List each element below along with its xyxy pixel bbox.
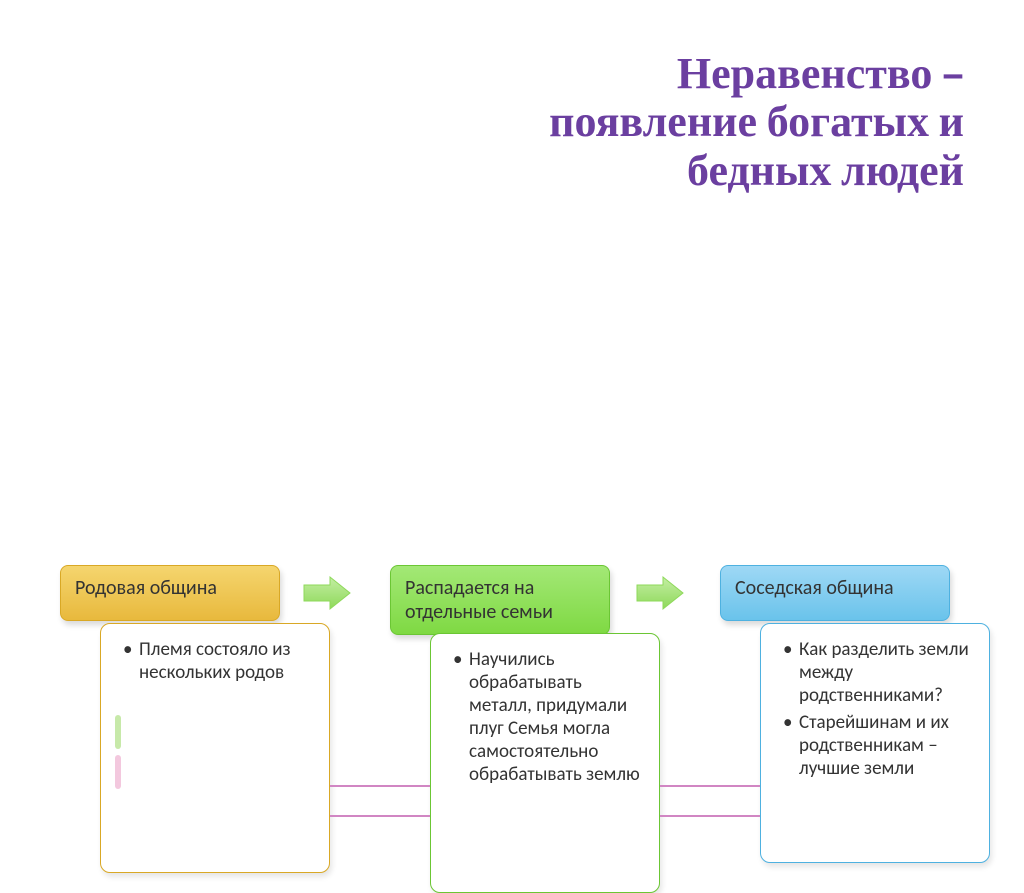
detail-item-2-1: Научились обрабатывать металл, придумали… bbox=[453, 648, 641, 786]
connector-3 bbox=[660, 785, 760, 787]
detail-box-1: Племя состояло из нескольких родов bbox=[100, 623, 330, 873]
detail-item-3-1: Как разделить земли между родственниками… bbox=[783, 638, 971, 707]
detail-list-1: Племя состояло из нескольких родов bbox=[123, 638, 311, 684]
slide-title: Неравенство – появление богатых и бедных… bbox=[0, 0, 1024, 195]
connector-1 bbox=[330, 785, 430, 787]
stage-box-2: Распадается на отдельные семьи bbox=[390, 565, 610, 635]
detail-list-3: Как разделить земли между родственниками… bbox=[783, 638, 971, 780]
detail-list-2: Научились обрабатывать металл, придумали… bbox=[453, 648, 641, 786]
stage-label-1: Родовая община bbox=[75, 576, 217, 600]
arrow-1 bbox=[302, 573, 352, 613]
decor-1 bbox=[115, 715, 121, 749]
stage-label-3: Соседская община bbox=[735, 576, 894, 600]
title-line-1: Неравенство – bbox=[0, 50, 964, 98]
detail-box-2: Научились обрабатывать металл, придумали… bbox=[430, 633, 660, 893]
stage-label-2b: отдельные семьи bbox=[405, 600, 553, 624]
connector-4 bbox=[660, 815, 760, 817]
stage-box-1: Родовая община bbox=[60, 565, 280, 621]
decor-2 bbox=[115, 755, 121, 789]
detail-box-3: Как разделить земли между родственниками… bbox=[760, 623, 990, 863]
detail-item-3-2: Старейшинам и их родственникам – лучшие … bbox=[783, 711, 971, 780]
title-line-2: появление богатых и bbox=[0, 98, 964, 146]
stage-label-2a: Распадается на bbox=[405, 576, 534, 600]
detail-item-1-1: Племя состояло из нескольких родов bbox=[123, 638, 311, 684]
stage-box-3: Соседская община bbox=[720, 565, 950, 621]
arrow-2 bbox=[635, 573, 685, 613]
connector-2 bbox=[330, 815, 430, 817]
title-line-3: бедных людей bbox=[0, 147, 964, 195]
